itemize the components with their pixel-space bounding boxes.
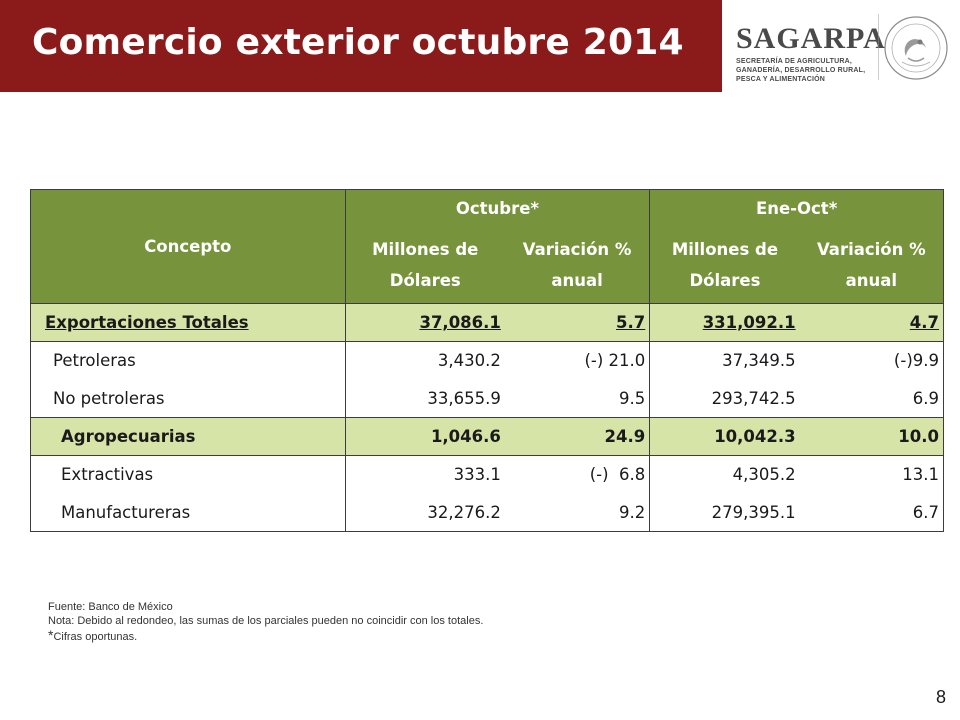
header-variacion-line2: anual bbox=[845, 271, 898, 291]
row-label: Petroleras bbox=[30, 341, 346, 380]
row-label: Agropecuarias bbox=[30, 417, 346, 456]
sagarpa-logo: SAGARPA SECRETARÍA DE AGRICULTURA, GANAD… bbox=[736, 22, 885, 92]
cell-oct-millones: 33,655.9 bbox=[427, 388, 501, 408]
cell-ytd-millones: 331,092.1 bbox=[649, 303, 800, 342]
mexico-coat-of-arms-seal-icon bbox=[878, 14, 948, 80]
logo-subtitle-line1: SECRETARÍA DE AGRICULTURA, bbox=[736, 58, 853, 65]
table-row-exportaciones-totales: Exportaciones Totales 37,086.1 5.7 331,0… bbox=[30, 303, 944, 342]
cell-ytd-millones: 10,042.3 bbox=[649, 417, 800, 456]
row-label: No petroleras bbox=[30, 379, 346, 418]
logo-wordmark: SAGARPA bbox=[736, 22, 886, 55]
cell-ytd-millones: 4,305.2 bbox=[732, 465, 796, 485]
cell-ytd-millones: 279,395.1 bbox=[649, 493, 800, 532]
logo-subtitle-line2: GANADERÍA, DESARROLLO RURAL, bbox=[736, 67, 866, 74]
header-variacion-line1: Variación % bbox=[522, 239, 632, 259]
cell-oct-variacion: 5.7 bbox=[504, 303, 651, 342]
header-variacion-line1: Variación % bbox=[816, 239, 926, 259]
header-variacion-line2: anual bbox=[551, 271, 603, 291]
header-period-octubre: Octubre* bbox=[345, 189, 651, 228]
cell-ytd-variacion: 13.1 bbox=[799, 455, 944, 494]
header-millones-octubre: Millones de Dólares bbox=[345, 227, 505, 304]
header-variacion-ene-oct: Variación % anual bbox=[799, 227, 944, 304]
export-table: Concepto Octubre* Ene-Oct* Millones de D… bbox=[30, 189, 944, 532]
cell-oct-millones: 333.1 bbox=[453, 465, 501, 485]
cell-oct-variacion: 9.5 bbox=[504, 379, 651, 418]
cell-ytd-millones: 293,742.5 bbox=[711, 388, 796, 408]
table-row-manufactureras: Manufactureras 32,276.2 9.2 279,395.1 6.… bbox=[30, 493, 944, 532]
page-title: Comercio exterior octubre 2014 bbox=[32, 22, 684, 63]
header-concepto: Concepto bbox=[30, 189, 346, 304]
cifras-note: *Cifras oportunas. bbox=[48, 628, 483, 644]
header-millones-ene-oct: Millones de Dólares bbox=[649, 227, 800, 304]
cell-ytd-variacion: 10.0 bbox=[799, 417, 944, 456]
table-row-no-petroleras: No petroleras 33,655.9 9.5 293,742.5 6.9 bbox=[30, 379, 944, 418]
cell-ytd-variacion: 6.9 bbox=[799, 379, 944, 418]
cell-ytd-variacion: 4.7 bbox=[799, 303, 944, 342]
cifras-text: Cifras oportunas. bbox=[53, 631, 138, 643]
rounding-note: Nota: Debido al redondeo, las sumas de l… bbox=[48, 615, 484, 627]
cell-ytd-variacion: (-)9.9 bbox=[799, 341, 944, 380]
header-millones-line2: Dólares bbox=[689, 271, 761, 291]
cell-oct-variacion: (-) 21.0 bbox=[504, 341, 651, 380]
page-number: 8 bbox=[935, 687, 946, 707]
header-variacion-octubre: Variación % anual bbox=[504, 227, 651, 304]
footnotes: Fuente: Banco de México Nota: Debido al … bbox=[48, 600, 483, 644]
cell-oct-millones: 37,086.1 bbox=[345, 303, 505, 342]
header-millones-line1: Millones de bbox=[372, 239, 479, 259]
table-row-petroleras: Petroleras 3,430.2 (-) 21.0 37,349.5 (-)… bbox=[30, 341, 944, 380]
table-header-row-1: Concepto Octubre* Ene-Oct* bbox=[30, 189, 944, 304]
title-banner: Comercio exterior octubre 2014 bbox=[0, 0, 722, 92]
row-label: Exportaciones Totales bbox=[30, 303, 346, 342]
cell-ytd-variacion: 6.7 bbox=[799, 493, 944, 532]
cell-ytd-millones: 37,349.5 bbox=[722, 351, 796, 371]
cell-oct-variacion: 24.9 bbox=[504, 417, 651, 456]
row-label: Extractivas bbox=[30, 455, 346, 494]
header-millones-line2: Dólares bbox=[389, 271, 461, 291]
cell-oct-millones: 32,276.2 bbox=[345, 493, 505, 532]
source-note: Fuente: Banco de México bbox=[48, 601, 173, 613]
cell-oct-variacion: (-) 6.8 bbox=[504, 455, 651, 494]
header-period-ene-oct: Ene-Oct* bbox=[649, 189, 944, 228]
cell-oct-millones: 1,046.6 bbox=[345, 417, 505, 456]
asterisk-mark: * bbox=[48, 627, 54, 643]
table-row-agropecuarias: Agropecuarias 1,046.6 24.9 10,042.3 10.0 bbox=[30, 417, 944, 456]
cell-oct-variacion: 9.2 bbox=[504, 493, 651, 532]
logo-subtitle-line3: PESCA Y ALIMENTACIÓN bbox=[736, 76, 826, 83]
row-label: Manufactureras bbox=[30, 493, 346, 532]
table-row-extractivas: Extractivas 333.1 (-) 6.8 4,305.2 13.1 bbox=[30, 455, 944, 494]
cell-oct-millones: 3,430.2 bbox=[437, 351, 501, 371]
header-millones-line1: Millones de bbox=[671, 239, 779, 259]
